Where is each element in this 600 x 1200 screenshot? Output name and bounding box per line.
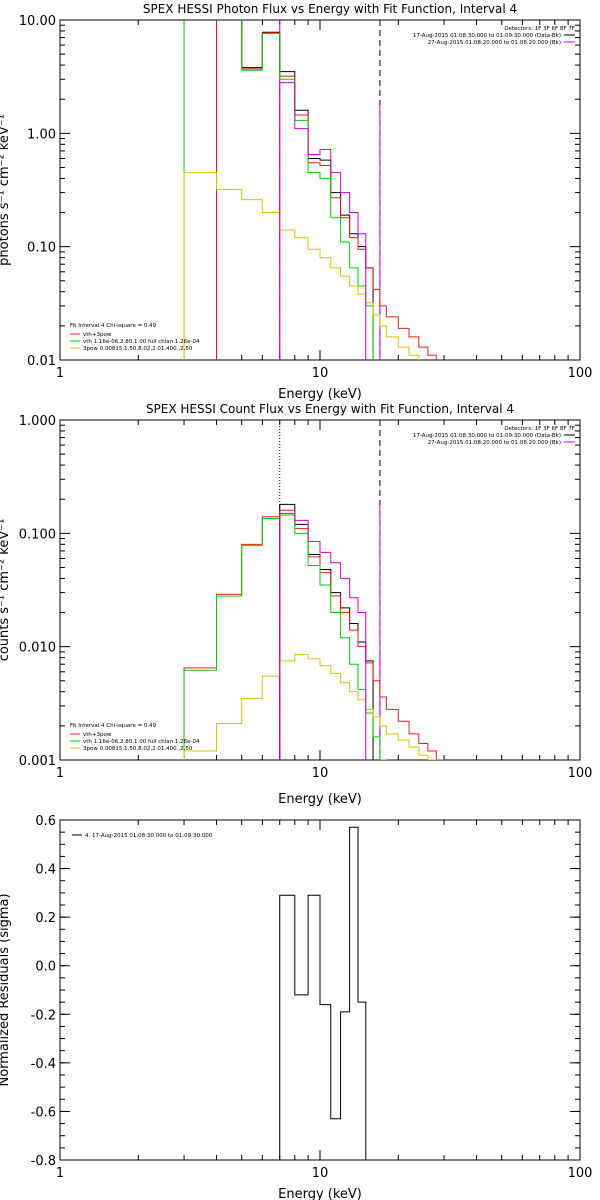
chart-title: SPEX HESSI Photon Flux vs Energy with Fi…: [143, 2, 517, 16]
x-axis-label: Energy (keV): [278, 1187, 362, 1200]
plot-frame: [59, 19, 581, 361]
series-line-2: [216, 20, 437, 360]
y-tick-label: 1.00: [27, 127, 56, 142]
legend-header: Fit Interval 4 Chi-square = 0.49: [70, 323, 157, 329]
x-tick-label: 10: [312, 366, 329, 381]
plot-frame: [59, 419, 581, 761]
y-tick-label: 0.10: [27, 241, 56, 256]
legend-header: Fit Interval 4 Chi-square = 0.49: [70, 723, 157, 729]
interval-label: 27-Aug-2015 01:08:20.000 to 01:08:20.000…: [428, 440, 561, 446]
x-tick-label: 1: [56, 366, 64, 381]
legend-item: 3pow 0.00815,1.50,8.02,2.01,400.,2.50: [83, 746, 193, 752]
x-tick-label: 10: [312, 1166, 329, 1181]
y-axis-label: Normalized Residuals (sigma): [0, 893, 12, 1086]
series-line-1: [279, 826, 367, 1160]
series-line-4: [183, 172, 420, 360]
x-tick-label: 1: [56, 766, 64, 781]
y-tick-label: -0.8: [31, 1154, 56, 1169]
x-tick-label: 100: [568, 366, 593, 381]
detectors-label: Detectors: 1F 3F 6F 8F 7F: [504, 26, 575, 32]
y-tick-label: 0.0: [35, 960, 56, 975]
x-axis-label: Energy (keV): [278, 387, 362, 402]
interval-label: 17-Aug-2015 01:08:30.000 to 01:09:30.000…: [413, 33, 561, 39]
series-line-4: [183, 654, 437, 760]
x-tick-label: 10: [312, 766, 329, 781]
y-tick-label: -0.4: [31, 1057, 56, 1072]
y-tick-label: 0.001: [19, 754, 56, 769]
legend-item: vth 1.16e-06,2.80,1.00 full chian 1.26e-…: [83, 739, 200, 745]
plot-area: [183, 20, 437, 360]
legend-item: vth+3pow: [83, 332, 112, 338]
legend-item: 3pow 0.00815,1.50,8.02,2.01,400.,2.50: [83, 346, 193, 352]
y-tick-label: 0.4: [35, 863, 56, 878]
series-line-1: [279, 503, 374, 760]
y-tick-label: -0.6: [31, 1105, 56, 1120]
x-tick-label: 100: [568, 1166, 593, 1181]
chart-panel-3: Energy (keV) Normalized Residuals (sigma)…: [0, 814, 592, 1200]
plot-area: [279, 826, 367, 1160]
series-line-3: [183, 514, 387, 760]
series-line-3: [183, 20, 374, 360]
y-tick-label: 0.100: [19, 527, 56, 542]
series-line-5: [279, 82, 367, 360]
interval-label: 27-Aug-2015 01:08:20.000 to 01:08:20.000…: [428, 40, 561, 46]
legend-item: vth+3pow: [83, 732, 112, 738]
y-tick-label: 1.000: [19, 414, 56, 429]
y-tick-label: 0.010: [19, 641, 56, 656]
series-line-2: [183, 509, 445, 760]
x-tick-label: 100: [568, 766, 593, 781]
y-tick-label: 10.00: [19, 14, 56, 29]
x-tick-label: 1: [56, 1166, 64, 1181]
chart-panel-1: SPEX HESSI Photon Flux vs Energy with Fi…: [0, 2, 593, 402]
detectors-label: Detectors: 1F 3F 6F 8F 7F: [504, 426, 575, 432]
series-line-5: [279, 512, 367, 760]
y-tick-label: 0.2: [35, 911, 56, 926]
y-tick-label: 0.01: [27, 354, 56, 369]
y-tick-label: -0.2: [31, 1008, 56, 1023]
interval-label: 17-Aug-2015 01:08:30.000 to 01:09:30.000…: [413, 433, 561, 439]
chart-title: SPEX HESSI Count Flux vs Energy with Fit…: [146, 402, 514, 416]
legend-item: vth 1.16e-06,2.80,1.00 full chian 1.26e-…: [83, 339, 200, 345]
y-tick-label: 0.6: [35, 814, 56, 829]
x-axis-label: Energy (keV): [278, 792, 362, 807]
y-axis-label: counts s⁻¹ cm⁻² keV⁻¹: [0, 519, 12, 662]
plot-area: [183, 420, 445, 760]
chart-panel-2: SPEX HESSI Count Flux vs Energy with Fit…: [0, 402, 592, 807]
y-axis-label: photons s⁻¹ cm⁻² keV⁻¹: [0, 114, 12, 266]
legend-item: 4. 17-Aug-2015 01:08:30.000 to 01:09:30.…: [85, 833, 213, 839]
